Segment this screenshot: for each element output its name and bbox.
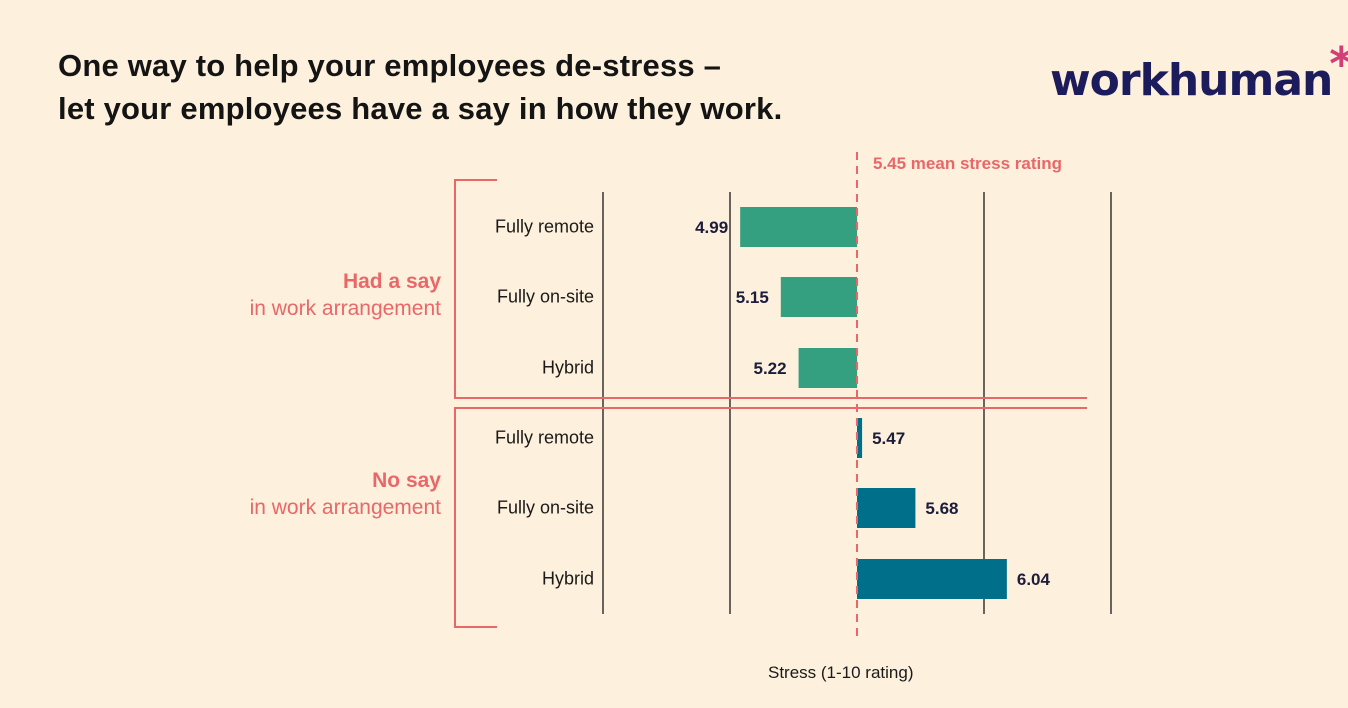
category-label: Hybrid xyxy=(541,357,594,378)
x-axis-label: Stress (1-10 rating) xyxy=(768,663,914,682)
bar xyxy=(857,559,1007,599)
bar xyxy=(857,488,916,528)
group-label-no-say: No say in work arrangement xyxy=(250,467,441,521)
category-label: Fully remote xyxy=(494,427,594,448)
bar xyxy=(740,207,857,247)
group-label-had-say: Had a say in work arrangement xyxy=(250,268,441,322)
bar xyxy=(857,418,863,458)
title-line-1: One way to help your employees de-stress… xyxy=(58,48,722,83)
chart-title: One way to help your employees de-stress… xyxy=(58,44,782,130)
title-line-2: let your employees have a say in how the… xyxy=(58,91,783,126)
data-label: 6.04 xyxy=(1017,570,1051,589)
group-label-bold: Had a say xyxy=(342,270,441,293)
group-bracket-had-say xyxy=(454,179,1087,399)
category-label: Fully on-site xyxy=(496,286,594,307)
data-label: 4.99 xyxy=(695,218,728,237)
data-label: 5.68 xyxy=(925,499,958,518)
asterisk-icon: * xyxy=(1329,37,1348,91)
group-label-sub: in work arrangement xyxy=(249,297,441,320)
bar xyxy=(780,277,857,317)
group-bracket-no-say xyxy=(454,407,1087,628)
mean-line-label: 5.45 mean stress rating xyxy=(873,154,1062,173)
group-label-bold: No say xyxy=(372,469,441,492)
category-label: Fully on-site xyxy=(496,497,594,518)
data-label: 5.22 xyxy=(753,359,786,378)
workhuman-logo: workhuman* xyxy=(1050,37,1348,106)
category-label: Hybrid xyxy=(541,568,594,589)
logo-text: workhuman xyxy=(1050,55,1333,106)
bar xyxy=(798,348,857,388)
group-label-sub: in work arrangement xyxy=(249,496,441,519)
data-label: 5.47 xyxy=(872,429,905,448)
data-label: 5.15 xyxy=(736,288,769,307)
category-label: Fully remote xyxy=(494,216,594,237)
